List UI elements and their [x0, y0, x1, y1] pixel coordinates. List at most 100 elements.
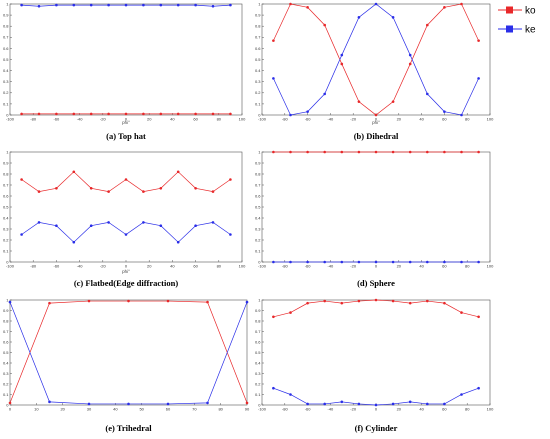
y-tick-label: 0.8	[3, 171, 9, 176]
x-tick-label: 0	[125, 264, 128, 269]
data-point-ko	[48, 301, 51, 305]
data-point-ko	[20, 178, 23, 181]
legend-label-ke: ke	[525, 25, 536, 36]
data-point-ke	[408, 400, 412, 404]
data-point-ko	[176, 170, 180, 174]
x-tick-label: -40	[328, 264, 335, 269]
data-point-ke	[8, 300, 12, 304]
data-point-ko	[272, 315, 275, 319]
data-point-ke	[289, 113, 292, 117]
x-tick-label: 60	[193, 117, 198, 122]
data-point-ko	[289, 311, 292, 314]
x-tick-label: 100	[239, 264, 246, 269]
y-tick-label: 0	[6, 112, 9, 117]
x-tick-label: 90	[245, 407, 250, 412]
x-tick-label: -60	[54, 264, 61, 269]
chart-panel-6: 0 0.1 0.2 0.3 0.4 0.5 0.6 0.7 0.8 0.9 1 -100 -80 -60 -…	[255, 297, 494, 433]
data-point-ke	[272, 77, 275, 80]
x-tick-label: 60	[166, 407, 171, 412]
data-point-ko	[443, 301, 446, 305]
data-point-ke	[272, 386, 275, 390]
x-tick-label: 70	[192, 407, 197, 412]
y-tick-label: 0.8	[3, 318, 9, 323]
data-point-ke	[159, 224, 163, 227]
y-tick-label: 0.8	[255, 24, 261, 29]
data-point-ke	[306, 110, 309, 113]
y-tick-label: 0.5	[255, 350, 261, 355]
data-point-ko	[72, 112, 76, 116]
x-tick-label: 60	[193, 264, 198, 269]
y-tick-label: 1	[6, 149, 9, 154]
y-tick-label: 0.6	[255, 339, 261, 344]
x-tick-label: 40	[170, 117, 175, 122]
data-point-ke	[443, 260, 446, 264]
data-point-ke	[176, 240, 180, 244]
series-line-ke	[273, 3, 479, 116]
y-tick-label: 0.4	[255, 68, 261, 73]
y-tick-label: 0.6	[255, 193, 261, 198]
data-point-ke	[89, 224, 93, 227]
data-point-ko	[142, 112, 145, 116]
data-point-ke	[460, 113, 463, 117]
x-tick-label: 0	[375, 117, 378, 122]
x-tick-label: -100	[6, 117, 15, 122]
data-point-ke	[289, 393, 292, 396]
data-point-ko	[374, 150, 378, 154]
data-point-ke	[245, 300, 249, 304]
y-tick-label: 0.9	[255, 160, 261, 165]
data-point-ko	[460, 311, 463, 314]
y-tick-label: 0.8	[255, 171, 261, 176]
y-tick-label: 0.8	[255, 318, 261, 323]
data-point-ke	[107, 3, 110, 7]
x-tick-label: -80	[282, 407, 289, 412]
y-tick-label: 0.6	[3, 46, 9, 51]
data-point-ke	[323, 402, 327, 406]
x-tick-label: -20	[350, 407, 357, 412]
data-point-ko	[323, 23, 327, 27]
x-tick-label: 80	[217, 264, 222, 269]
data-point-ke	[408, 260, 412, 264]
y-tick-label: 0.4	[3, 68, 9, 73]
chart-panel-2: 0 0.1 0.2 0.3 0.4 0.5 0.6 0.7 0.8 0.9 1 -100 -80 -60 -…	[255, 1, 494, 141]
x-tick-label: 100	[239, 117, 246, 122]
y-tick-label: 0.1	[255, 392, 261, 397]
data-point-ko	[306, 301, 309, 305]
data-point-ko	[391, 299, 395, 303]
x-tick-label: 0	[375, 264, 378, 269]
data-point-ko	[176, 112, 180, 116]
data-point-ke	[37, 221, 41, 224]
data-point-ke	[124, 233, 128, 236]
data-point-ko	[340, 150, 344, 154]
y-tick-label: 0.3	[3, 226, 9, 231]
data-point-ke	[323, 92, 327, 96]
x-tick-label: 10	[34, 407, 39, 412]
x-tick-label: 50	[139, 407, 144, 412]
data-point-ko	[340, 62, 344, 66]
y-tick-label: 0.1	[3, 248, 9, 253]
data-point-ko	[229, 112, 232, 116]
data-point-ke	[194, 3, 197, 7]
y-tick-label: 0	[258, 259, 261, 264]
y-tick-label: 0.7	[255, 35, 261, 40]
x-tick-label: 20	[60, 407, 65, 412]
data-point-ko	[408, 62, 412, 66]
x-tick-label: 100	[487, 264, 494, 269]
x-tick-label: 40	[170, 264, 175, 269]
x-tick-label: 100	[487, 407, 494, 412]
data-point-ke	[127, 402, 130, 406]
data-point-ke	[426, 260, 429, 264]
y-tick-label: 1	[6, 297, 9, 302]
series-line-ko	[9, 300, 248, 404]
series-line-ke	[21, 222, 231, 243]
y-tick-label: 1	[258, 149, 261, 154]
x-tick-label: 40	[113, 407, 118, 412]
x-tick-label: 40	[419, 117, 424, 122]
series-line-ke	[273, 387, 479, 406]
data-point-ko	[443, 150, 446, 154]
data-point-ke	[477, 386, 480, 390]
y-tick-label: 0.9	[3, 308, 9, 313]
x-tick-label: 40	[419, 407, 424, 412]
data-point-ke	[443, 402, 446, 406]
data-point-ke	[306, 402, 309, 406]
y-tick-label: 0.8	[3, 24, 9, 29]
